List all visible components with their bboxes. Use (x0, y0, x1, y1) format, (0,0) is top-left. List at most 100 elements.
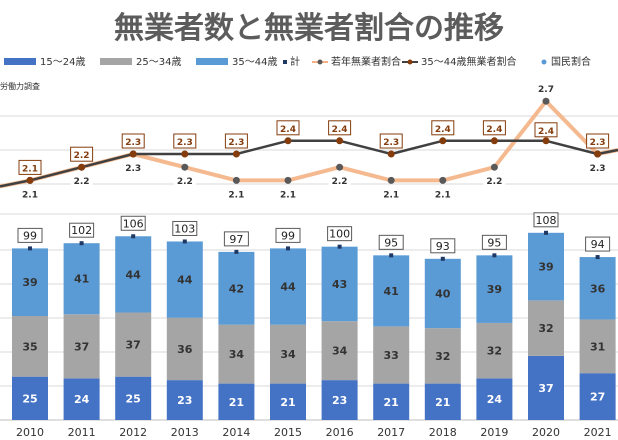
bar-value-label: 21 (229, 396, 244, 409)
bar-value-label: 44 (177, 274, 193, 287)
bar-segment (424, 328, 461, 384)
legend-label: 国民割合 (551, 55, 591, 68)
bar-value-label: 34 (332, 345, 348, 358)
ratio-35-44-label-box (121, 133, 145, 149)
total-value-label: 106 (123, 217, 144, 230)
legend-label: 15～24歳 (40, 56, 85, 68)
x-tick-label: 2012 (119, 426, 147, 439)
bar-segment (115, 236, 152, 313)
total-marker (389, 253, 394, 258)
bar-segment (424, 258, 461, 329)
ratio-35-44-label-box (379, 133, 403, 149)
youth-ratio-label: 2.1 (22, 190, 38, 200)
legend-swatch (541, 59, 547, 65)
youth-ratio-label: 2.1 (435, 190, 451, 200)
bar-value-label: 41 (74, 273, 89, 286)
youth-label-box (70, 173, 93, 188)
youth-ratio-label: 2.3 (125, 164, 141, 174)
ratio-35-44-point (336, 137, 344, 145)
bar-segment (218, 324, 255, 384)
source-note: 労働力調査 (0, 81, 40, 91)
youth-label-box (586, 160, 609, 174)
bar-segment (115, 376, 152, 420)
bar-value-label: 21 (384, 396, 399, 409)
youth-ratio-point (284, 176, 292, 184)
bar-segment (321, 380, 358, 420)
bar-segment (12, 248, 48, 316)
chart-title: 無業者数と無業者割合の推移 (114, 11, 504, 46)
youth-ratio-point (439, 176, 447, 184)
bar-value-label: 36 (590, 282, 606, 295)
ratio-35-44-label-box (328, 120, 352, 136)
ratio-35-44-label-box (431, 120, 455, 136)
bar-value-label: 31 (590, 340, 605, 353)
ratio-35-44-label: 2.3 (228, 138, 244, 148)
ratio-35-44-point (387, 150, 395, 158)
ratio-35-44-label: 2.1 (22, 164, 38, 174)
ratio-35-44-point (439, 137, 447, 145)
ratio-35-44-label-box (482, 120, 506, 136)
total-marker (182, 239, 187, 244)
ratio-35-44-point (490, 137, 498, 145)
total-value-label: 93 (436, 240, 450, 253)
bar-segment (12, 316, 48, 377)
legend-marker (407, 59, 413, 65)
bar-value-label: 33 (384, 349, 399, 362)
legend-swatch (100, 58, 132, 65)
bar-segment (12, 376, 48, 420)
legend-label: 35～44歳無業者割合 (421, 55, 516, 68)
bar-value-label: 23 (177, 394, 192, 407)
youth-label-box (225, 186, 248, 201)
youth-ratio-label: 2.3 (590, 164, 606, 174)
total-value-label: 99 (281, 229, 295, 242)
x-tick-label: 2017 (377, 426, 405, 439)
bar-segment (270, 383, 306, 420)
bar-value-label: 21 (280, 396, 295, 409)
x-tick-label: 2010 (16, 426, 44, 439)
legend-swatch (196, 58, 228, 65)
youth-ratio-point (232, 176, 240, 184)
youth-label-box (173, 173, 196, 188)
bar-value-label: 25 (126, 392, 141, 405)
youth-ratio-point (387, 176, 395, 184)
bar-segment (218, 383, 255, 420)
bar-segment (579, 373, 616, 420)
x-tick-label: 2016 (326, 426, 354, 439)
total-value-label: 103 (174, 222, 195, 235)
total-marker (440, 256, 445, 261)
legend-marker (317, 59, 323, 65)
total-label-box (327, 226, 353, 242)
bar-value-label: 24 (74, 393, 90, 406)
bar-value-label: 32 (435, 350, 450, 363)
total-value-label: 95 (487, 236, 501, 249)
legend-swatch (4, 58, 36, 65)
ratio-35-44-label: 2.4 (435, 125, 451, 135)
ratio-35-44-label-box (173, 133, 197, 149)
ratio-35-44-label: 2.3 (383, 138, 399, 148)
bar-value-label: 36 (177, 343, 193, 356)
bar-value-label: 41 (384, 285, 399, 298)
line-series: 2.1 2.2 2.3 2.2 2.1 2.1 2.2 2.1 2.1 2.2 2.7 2.3 2.1 2… (0, 81, 618, 201)
legend-label: 35～44歳 (232, 56, 277, 68)
youth-ratio-label: 2.7 (538, 85, 554, 95)
ratio-35-44-label: 2.2 (74, 151, 90, 161)
youth-label-box (431, 186, 454, 201)
youth-label-box (328, 173, 351, 188)
ratio-35-44-label: 2.3 (125, 138, 141, 148)
bar-value-label: 35 (22, 340, 37, 353)
youth-ratio-point (542, 97, 550, 105)
legend-swatch (283, 60, 287, 64)
ratio-35-44-label: 2.4 (280, 125, 296, 135)
bar-segment (218, 251, 255, 325)
total-value-label: 95 (384, 236, 398, 249)
bar-segment (373, 255, 410, 327)
bar-segment (528, 232, 564, 301)
youth-ratio-point (336, 163, 344, 171)
bar-segment (476, 378, 513, 420)
x-tick-label: 2011 (68, 426, 96, 439)
bar-value-label: 37 (126, 339, 141, 352)
total-value-label: 108 (536, 214, 557, 227)
bar-value-label: 39 (538, 261, 553, 274)
bar-segment (373, 383, 410, 420)
